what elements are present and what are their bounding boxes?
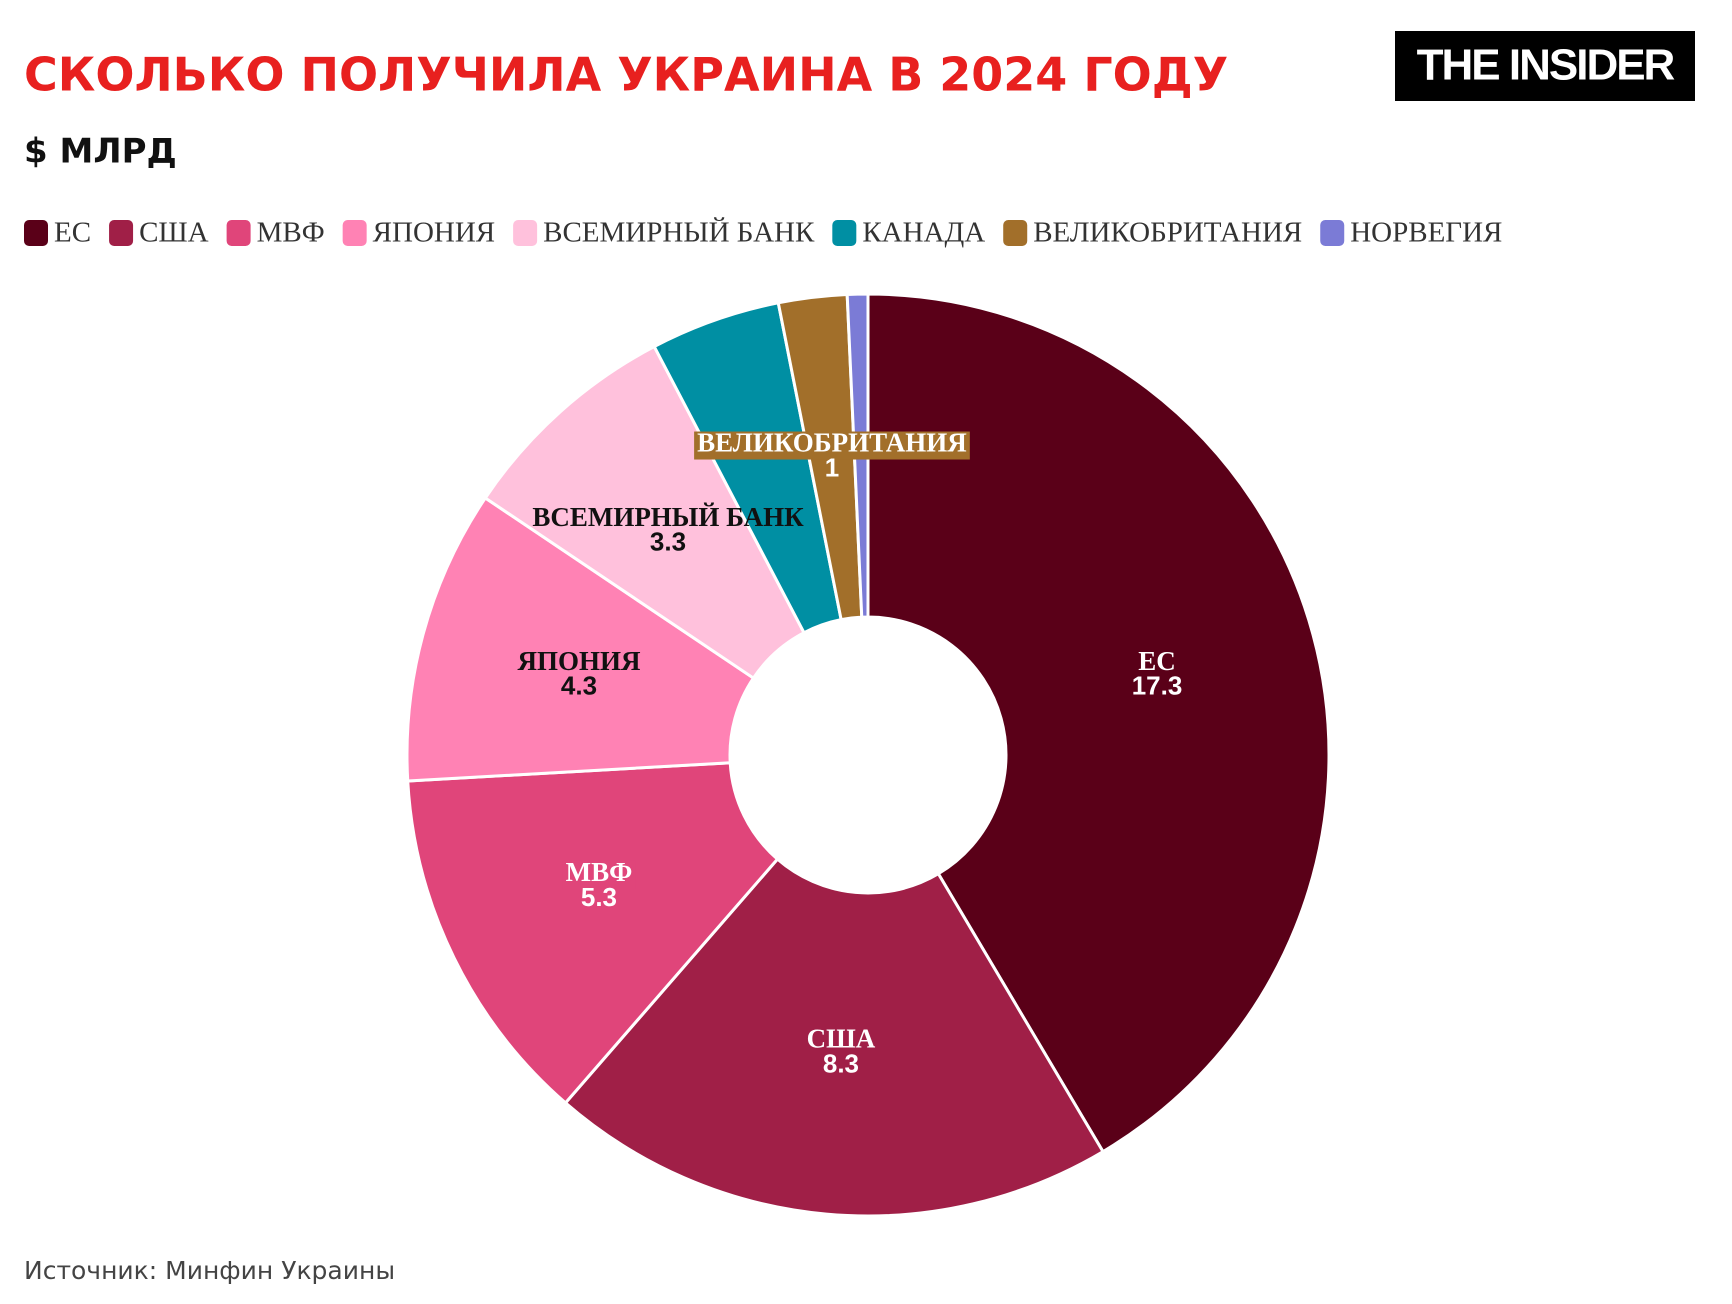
legend-label: МВФ — [257, 217, 325, 249]
legend-swatch — [1003, 220, 1028, 246]
donut-slice — [405, 495, 756, 783]
data-label-name: ЯПОНИЯ — [517, 646, 641, 676]
logo: THE INSIDER — [1417, 41, 1675, 90]
data-label-value: 8.3 — [823, 1048, 859, 1078]
legend-swatch — [513, 220, 538, 246]
chart-title: СКОЛЬКО ПОЛУЧИЛА УКРАИНА В 2024 ГОДУ — [24, 48, 1228, 102]
data-label-name: ВЕЛИКОБРИТАНИЯ — [697, 428, 967, 458]
data-label-bg — [694, 431, 970, 460]
data-label-bg — [562, 860, 636, 889]
legend-label: КАНАДА — [862, 217, 985, 249]
source: Источник: Минфин Украины — [24, 1256, 395, 1285]
legend-label: НОРВЕГИЯ — [1350, 217, 1502, 249]
legend-swatch — [24, 220, 48, 246]
donut-slice — [483, 344, 807, 681]
legend-label: США — [139, 217, 209, 249]
legend-swatch — [832, 220, 857, 246]
data-label-value: 5.3 — [581, 882, 617, 912]
legend-swatch — [109, 220, 134, 246]
legend-swatch — [342, 220, 367, 246]
data-label-value: 4.3 — [561, 671, 597, 701]
data-label-value: 1 — [825, 452, 839, 482]
legend-label: ВСЕМИРНЫЙ БАНК — [543, 217, 815, 249]
data-label-name: ЕС — [1138, 646, 1176, 676]
data-label-value: 17.3 — [1132, 671, 1183, 701]
data-label-value: 3.3 — [650, 527, 686, 557]
legend-label: ЯПОНИЯ — [373, 217, 495, 249]
donut-slice — [406, 761, 780, 1105]
data-label-name: ВСЕМИРНЫЙ БАНК — [532, 502, 804, 532]
logo-box — [1395, 31, 1695, 101]
data-label-name: США — [807, 1024, 876, 1054]
legend-label: ЕС — [54, 217, 91, 249]
legend-swatch — [226, 220, 251, 246]
chart-subtitle: $ МЛРД — [24, 132, 177, 172]
legend-label: ВЕЛИКОБРИТАНИЯ — [1033, 217, 1302, 249]
data-label-name: МВФ — [566, 857, 633, 887]
donut-slice — [866, 292, 1331, 1154]
legend-swatch — [1320, 220, 1345, 246]
